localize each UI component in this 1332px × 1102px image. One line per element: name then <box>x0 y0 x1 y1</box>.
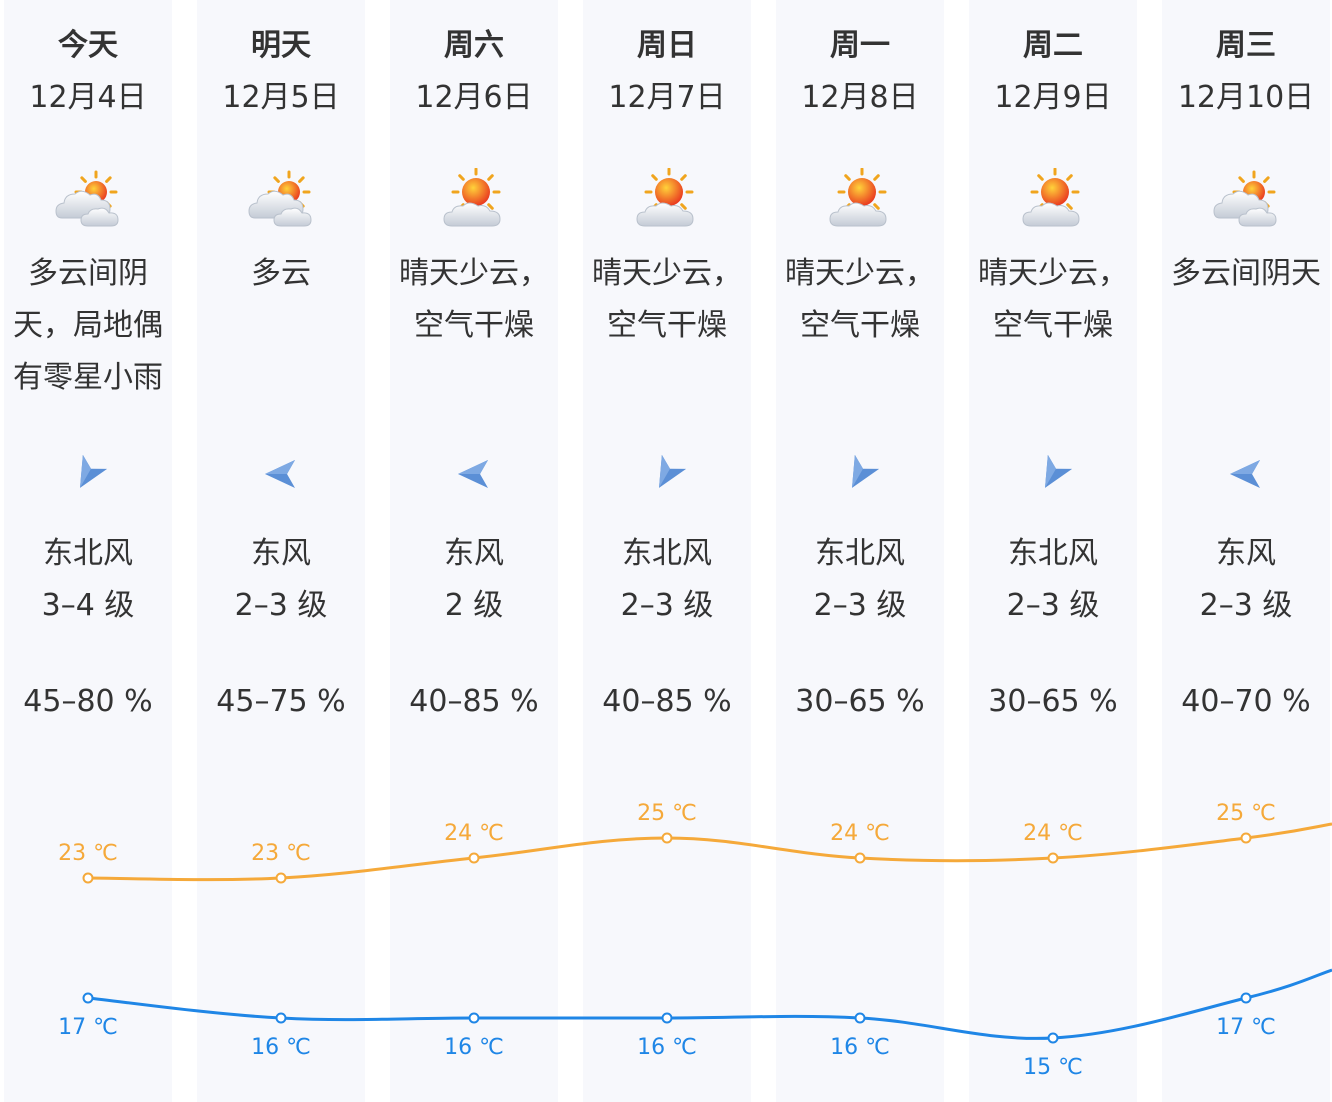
high-temp-label: 23 ℃ <box>58 841 118 866</box>
high-temp-point <box>854 852 866 864</box>
low-temp-label: 15 ℃ <box>1023 1055 1083 1080</box>
wind-level: 2–3 级 <box>234 588 328 623</box>
weather-description: 晴天少云， 空气干燥 <box>399 256 549 343</box>
low-temp-point <box>82 992 94 1004</box>
wind-direction: 东北风 <box>815 536 905 571</box>
wind-arrow-east-icon <box>1226 454 1266 494</box>
low-temp-point <box>1240 992 1252 1004</box>
humidity-range: 40–85 % <box>409 684 539 719</box>
high-temp-point <box>1047 852 1059 864</box>
day-column[interactable]: 周六 12月6日晴天少云， 空气干燥东风 2 级 40–85 % <box>390 0 558 1102</box>
sunny-few-clouds-icon <box>438 167 510 234</box>
wind-arrow-east-icon <box>261 454 301 494</box>
day-name: 明天 <box>251 28 311 63</box>
wind-direction: 东风 <box>251 536 311 571</box>
wind-arrow-northeast-icon <box>647 454 687 494</box>
day-date: 12月9日 <box>994 80 1112 115</box>
wind-level: 2–3 级 <box>813 588 907 623</box>
day-date: 12月5日 <box>222 80 340 115</box>
wind-level: 2 级 <box>444 588 504 623</box>
low-temp-point <box>1047 1032 1059 1044</box>
weather-description: 晴天少云， 空气干燥 <box>785 256 935 343</box>
day-column[interactable]: 周一 12月8日晴天少云， 空气干燥东北风 2–3 级 30–65 % <box>776 0 944 1102</box>
wind-arrow-northeast-icon <box>68 454 108 494</box>
day-name: 今天 <box>58 28 118 63</box>
wind-direction: 东风 <box>1216 536 1276 571</box>
humidity-range: 45–75 % <box>216 684 346 719</box>
wind-arrow-northeast-icon <box>1033 454 1073 494</box>
humidity-range: 40–70 % <box>1181 684 1311 719</box>
high-temp-point <box>1240 832 1252 844</box>
wind-arrow-east-icon <box>454 454 494 494</box>
weather-description: 晴天少云， 空气干燥 <box>978 256 1128 343</box>
low-temp-label: 17 ℃ <box>58 1015 118 1040</box>
day-date: 12月6日 <box>415 80 533 115</box>
high-temp-label: 24 ℃ <box>444 821 504 846</box>
humidity-range: 45–80 % <box>23 684 153 719</box>
wind-direction: 东北风 <box>43 536 133 571</box>
low-temp-point <box>468 1012 480 1024</box>
day-name: 周三 <box>1216 28 1276 63</box>
cloudy-sun-icon <box>245 168 317 234</box>
high-temp-line <box>87 822 1332 882</box>
wind-level: 3–4 级 <box>41 588 135 623</box>
high-temp-label: 23 ℃ <box>251 841 311 866</box>
high-temp-label: 25 ℃ <box>1216 801 1276 826</box>
day-column[interactable]: 明天 12月5日多云东风 2–3 级 45–75 % <box>197 0 365 1102</box>
day-date: 12月10日 <box>1177 80 1315 115</box>
day-date: 12月8日 <box>801 80 919 115</box>
low-temp-label: 16 ℃ <box>637 1035 697 1060</box>
low-temp-label: 16 ℃ <box>830 1035 890 1060</box>
low-temp-label: 17 ℃ <box>1216 1015 1276 1040</box>
sunny-few-clouds-icon <box>631 167 703 234</box>
wind-level: 2–3 级 <box>620 588 714 623</box>
wind-direction: 东北风 <box>622 536 712 571</box>
high-temp-point <box>468 852 480 864</box>
low-temp-label: 16 ℃ <box>251 1035 311 1060</box>
day-column[interactable]: 周日 12月7日晴天少云， 空气干燥东北风 2–3 级 40–85 % <box>583 0 751 1102</box>
humidity-range: 40–85 % <box>602 684 732 719</box>
high-temp-point <box>275 872 287 884</box>
high-temp-label: 24 ℃ <box>1023 821 1083 846</box>
high-temp-label: 25 ℃ <box>637 801 697 826</box>
low-temp-point <box>854 1012 866 1024</box>
cloudy-sun-icon <box>1210 168 1282 234</box>
humidity-range: 30–65 % <box>795 684 925 719</box>
cloudy-sun-icon <box>52 168 124 234</box>
day-column[interactable]: 周二 12月9日晴天少云， 空气干燥东北风 2–3 级 30–65 % <box>969 0 1137 1102</box>
low-temp-line <box>87 968 1332 1040</box>
day-date: 12月4日 <box>29 80 147 115</box>
weather-description: 多云间阴天 <box>1171 256 1321 291</box>
day-column[interactable]: 今天 12月4日多云间阴 天，局地偶 有零星小雨东北风 3–4 级 45–80 % <box>4 0 172 1102</box>
weather-description: 晴天少云， 空气干燥 <box>592 256 742 343</box>
high-temp-point <box>82 872 94 884</box>
sunny-few-clouds-icon <box>824 167 896 234</box>
low-temp-point <box>275 1012 287 1024</box>
wind-direction: 东风 <box>444 536 504 571</box>
day-date: 12月7日 <box>608 80 726 115</box>
weather-description: 多云间阴 天，局地偶 有零星小雨 <box>13 256 163 395</box>
weather-description: 多云 <box>251 256 311 291</box>
wind-arrow-northeast-icon <box>840 454 880 494</box>
sunny-few-clouds-icon <box>1017 167 1089 234</box>
low-temp-point <box>661 1012 673 1024</box>
humidity-range: 30–65 % <box>988 684 1118 719</box>
wind-level: 2–3 级 <box>1006 588 1100 623</box>
day-name: 周一 <box>830 28 890 63</box>
wind-level: 2–3 级 <box>1199 588 1293 623</box>
day-name: 周六 <box>444 28 504 63</box>
wind-direction: 东北风 <box>1008 536 1098 571</box>
day-column[interactable]: 周三 12月10日 多云间阴天东风 2–3 级 40–70 % <box>1162 0 1330 1102</box>
day-name: 周日 <box>637 28 697 63</box>
high-temp-label: 24 ℃ <box>830 821 890 846</box>
low-temp-label: 16 ℃ <box>444 1035 504 1060</box>
high-temp-point <box>661 832 673 844</box>
day-name: 周二 <box>1023 28 1083 63</box>
